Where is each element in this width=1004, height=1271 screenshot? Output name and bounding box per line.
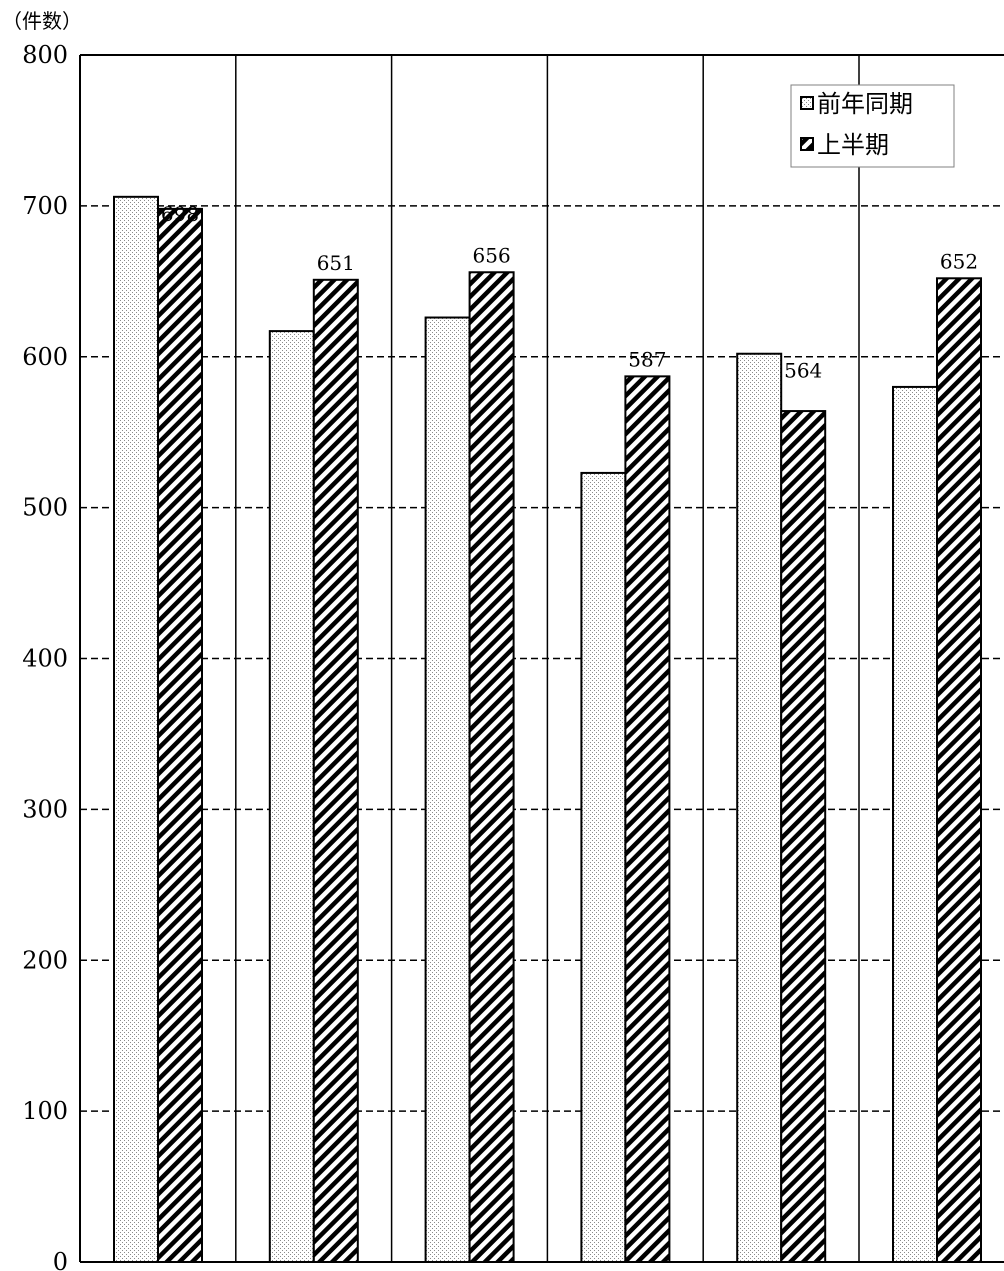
data-label: 564 (784, 359, 822, 383)
bar-previous-year (113, 195, 159, 1263)
y-tick-label: 600 (22, 343, 68, 371)
legend: 前年同期 上半期 (790, 84, 955, 168)
y-tick-label: 400 (22, 645, 68, 673)
data-label: 651 (317, 251, 355, 275)
data-labels: 698 651 656 587 564 652 (161, 202, 978, 383)
gridlines (80, 54, 1004, 1262)
legend-label-current: 上半期 (817, 131, 889, 159)
bar-first-half (157, 207, 203, 1264)
y-tick-label: 0 (53, 1248, 68, 1271)
bar-previous-year (424, 316, 471, 1263)
y-axis-ticks: 0 100 200 300 400 500 600 700 800 (22, 41, 68, 1271)
data-label: 652 (940, 249, 978, 273)
legend-swatch-hatch (800, 137, 814, 151)
y-tick-label: 800 (22, 41, 68, 69)
legend-box (790, 84, 955, 168)
data-label: 698 (161, 202, 199, 226)
bar-first-half (312, 278, 359, 1263)
bar-first-half (936, 277, 982, 1264)
bar-previous-year (268, 330, 315, 1263)
bar-previous-year (580, 471, 627, 1263)
data-label: 656 (473, 243, 511, 267)
bar-first-half (624, 375, 671, 1263)
data-label: 587 (628, 347, 666, 371)
y-tick-label: 500 (22, 494, 68, 522)
y-tick-label: 200 (22, 946, 68, 974)
unit-label: （件数） (2, 9, 82, 33)
legend-swatch-dots (800, 96, 814, 110)
legend-label-prev: 前年同期 (817, 90, 913, 118)
bar-previous-year (736, 352, 783, 1264)
bar-first-half (780, 410, 827, 1263)
bar-previous-year (892, 385, 938, 1263)
y-tick-label: 100 (22, 1097, 68, 1125)
y-tick-label: 700 (22, 192, 68, 220)
bar-first-half (468, 271, 515, 1263)
plot-frame (79, 54, 1004, 1263)
bars (113, 195, 982, 1264)
y-tick-label: 300 (22, 795, 68, 823)
